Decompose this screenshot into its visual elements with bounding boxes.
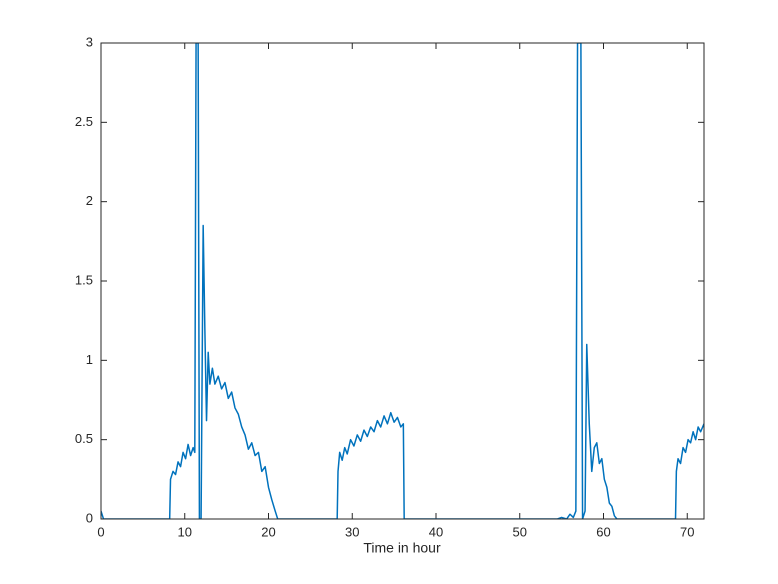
x-axis-label: Time in hour [363, 540, 441, 556]
data-line [101, 43, 704, 519]
axes-box [100, 42, 705, 520]
x-tick-label: 70 [680, 524, 694, 539]
y-tick-label: 1 [86, 352, 93, 367]
y-tick-label: 0.5 [75, 431, 93, 446]
y-tick-label: 1.5 [75, 272, 93, 287]
y-tick-label: 0 [86, 510, 93, 525]
y-tick-label: 3 [86, 34, 93, 49]
y-tick-label: 2 [86, 193, 93, 208]
x-tick-label: 0 [97, 524, 104, 539]
x-tick-label: 20 [261, 524, 275, 539]
x-tick-label: 30 [345, 524, 359, 539]
x-tick-label: 10 [178, 524, 192, 539]
x-tick-label: 40 [429, 524, 443, 539]
x-tick-label: 60 [596, 524, 610, 539]
x-tick-label: 50 [513, 524, 527, 539]
y-tick-label: 2.5 [75, 114, 93, 129]
